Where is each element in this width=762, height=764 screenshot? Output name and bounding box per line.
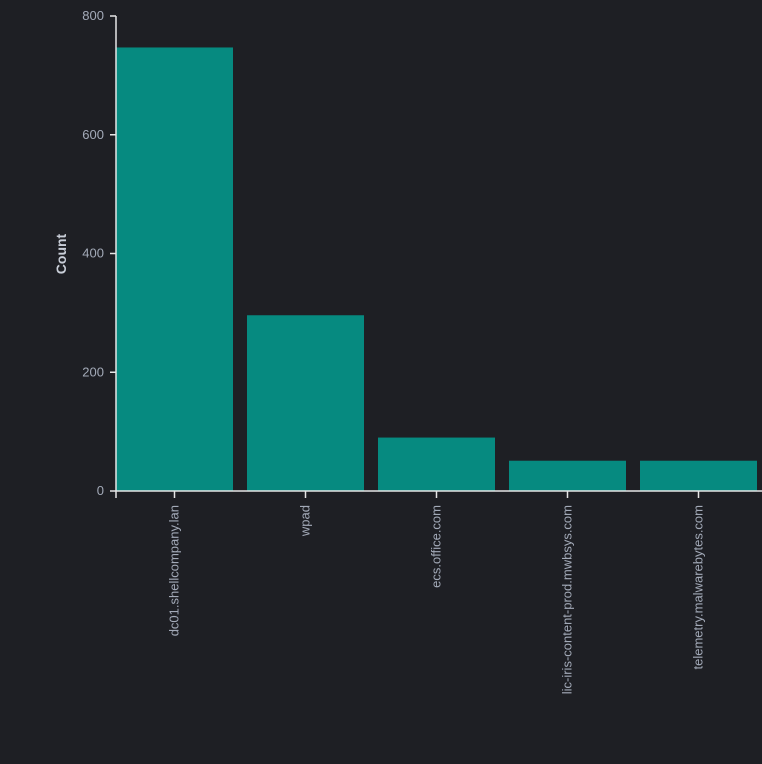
y-tick: 800 [82, 8, 116, 23]
bar-2[interactable] [378, 437, 495, 491]
y-tick-label: 400 [82, 246, 104, 261]
x-tick-label: ecs.office.com [429, 505, 444, 588]
y-tick-label: 0 [97, 483, 104, 498]
y-tick-label: 800 [82, 8, 104, 23]
x-tick: ecs.office.com [429, 491, 444, 588]
y-tick: 0 [97, 483, 116, 498]
y-tick: 600 [82, 127, 116, 142]
bar-0[interactable] [116, 47, 233, 491]
x-tick-label: dc01.shellcompany.lan [167, 505, 182, 636]
x-tick-label: lic-iris-content-prod.mwbsys.com [560, 505, 575, 694]
bar-3[interactable] [509, 460, 626, 491]
x-tick: telemetry.malwarebytes.com [691, 491, 706, 669]
bar-4[interactable] [640, 460, 757, 491]
y-tick-label: 600 [82, 127, 104, 142]
x-tick-label: telemetry.malwarebytes.com [691, 505, 706, 669]
y-tick: 200 [82, 364, 116, 379]
x-tick-label: wpad [298, 505, 313, 537]
x-tick: dc01.shellcompany.lan [167, 491, 182, 636]
y-tick-label: 200 [82, 364, 104, 379]
y-axis-label: Count [53, 233, 69, 274]
x-tick: lic-iris-content-prod.mwbsys.com [560, 491, 575, 694]
y-tick: 400 [82, 246, 116, 261]
x-tick: wpad [298, 491, 313, 537]
bar-1[interactable] [247, 315, 364, 491]
